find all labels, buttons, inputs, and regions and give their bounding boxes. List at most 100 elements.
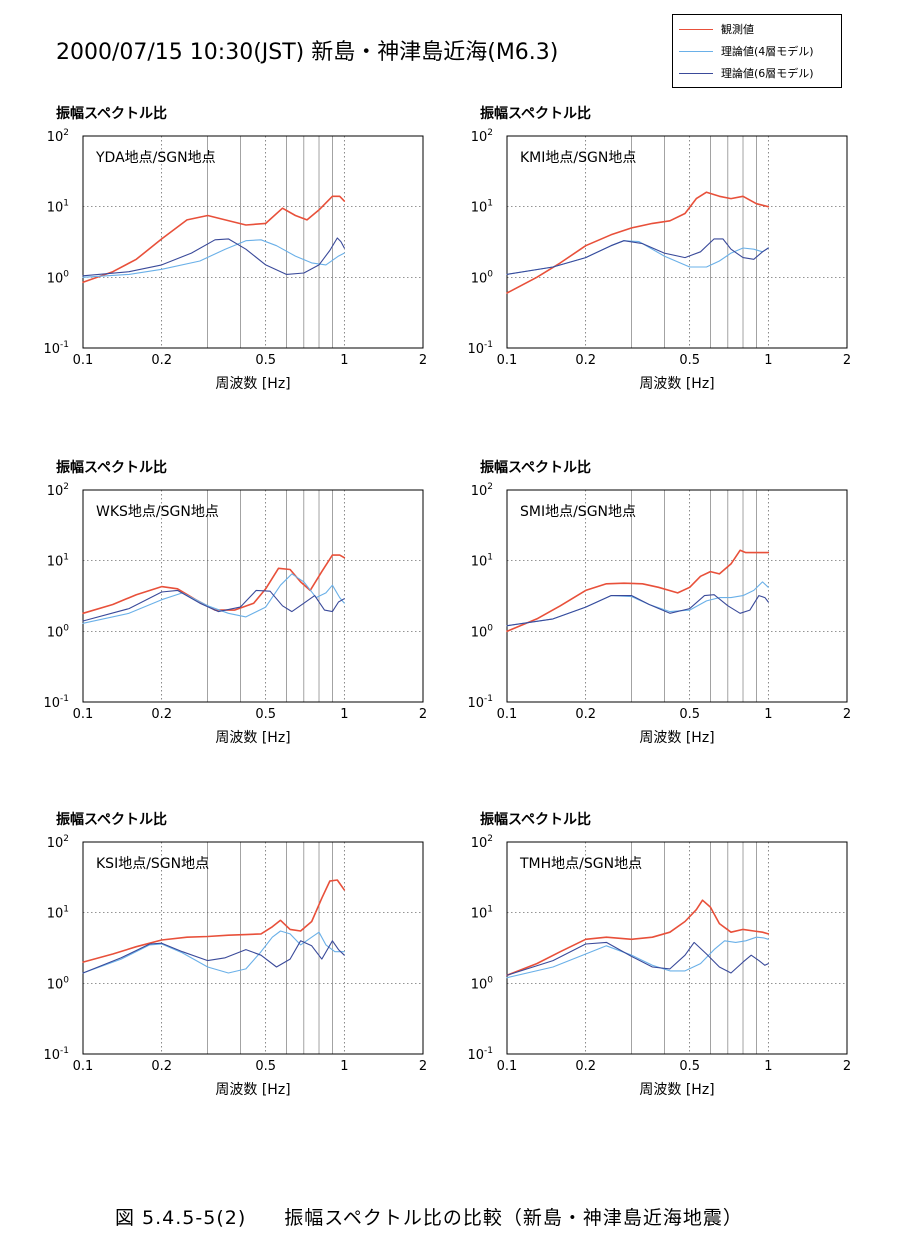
legend-swatch-theory-4layer	[679, 51, 713, 52]
y-tick-label: 10-1	[43, 694, 69, 711]
legend-label-theory-6layer: 理論値(6層モデル)	[721, 67, 814, 80]
figure-title: 2000/07/15 10:30(JST) 新島・神津島近海(M6.3)	[56, 40, 559, 65]
series-line-theory-6layer	[82, 237, 345, 277]
station-annotation: WKS地点/SGN地点	[96, 504, 219, 520]
y-tick-label: 10-1	[43, 340, 69, 357]
y-tick-label: 101	[47, 553, 69, 570]
legend-swatch-theory-6layer	[679, 73, 713, 74]
x-tick-label: 1	[340, 707, 348, 722]
x-axis-label: 周波数 [Hz]	[215, 1082, 290, 1098]
x-tick-label: 1	[764, 1059, 772, 1074]
series-line-observed	[82, 195, 346, 284]
x-tick-label: 0.5	[255, 353, 276, 368]
x-tick-label: 0.1	[73, 707, 94, 722]
station-annotation: SMI地点/SGN地点	[520, 504, 636, 520]
series-line-observed	[506, 549, 770, 633]
chart-panel-1: 振幅スペクトル比 0.1 0.2 0.5 1 2 10-1 100 101 102 周波数 [Hz]…	[43, 105, 427, 392]
station-annotation: YDA地点/SGN地点	[95, 150, 216, 166]
plot-frame	[82, 135, 424, 349]
x-tick-label: 1	[764, 707, 772, 722]
x-tick-label: 1	[340, 353, 348, 368]
x-tick-label: 0.2	[151, 707, 172, 722]
series-line-theory-6layer	[506, 941, 769, 976]
series-line-theory-6layer	[82, 589, 345, 622]
x-tick-label: 0.5	[255, 707, 276, 722]
chart-panel-5: 振幅スペクトル比 0.1 0.2 0.5 1 2 10-1 100 101 102 周波数 [Hz]…	[43, 811, 427, 1098]
chart-title: 振幅スペクトル比	[480, 105, 591, 122]
chart-title: 振幅スペクトル比	[56, 811, 167, 828]
x-tick-label: 1	[764, 353, 772, 368]
y-tick-label: 10-1	[43, 1046, 69, 1063]
x-axis-label: 周波数 [Hz]	[639, 730, 714, 746]
chart-panel-2: 振幅スペクトル比 0.1 0.2 0.5 1 2 10-1 100 101 102 周波数 [Hz]…	[467, 105, 851, 392]
chart-title: 振幅スペクトル比	[56, 105, 167, 122]
plot-frame	[506, 841, 848, 1055]
series-line-theory-4layer	[82, 930, 345, 974]
chart-title: 振幅スペクトル比	[56, 459, 167, 476]
x-tick-label: 0.2	[575, 1059, 596, 1074]
series-line-theory-4layer	[506, 581, 769, 627]
plot-frame	[82, 489, 424, 703]
x-tick-label: 2	[843, 707, 851, 722]
x-tick-label: 0.1	[497, 353, 518, 368]
x-tick-label: 0.5	[679, 1059, 700, 1074]
x-tick-label: 0.5	[679, 353, 700, 368]
x-tick-label: 0.2	[151, 1059, 172, 1074]
y-tick-label: 102	[471, 482, 493, 499]
series-line-observed	[82, 554, 346, 615]
x-tick-label: 0.2	[575, 353, 596, 368]
y-tick-label: 100	[471, 269, 494, 286]
series-line-theory-6layer	[82, 940, 345, 974]
y-tick-label: 100	[471, 975, 494, 992]
chart-title: 振幅スペクトル比	[480, 459, 591, 476]
x-tick-label: 2	[419, 1059, 427, 1074]
x-tick-label: 0.2	[575, 707, 596, 722]
legend-label-observed: 観測値	[721, 23, 754, 36]
x-tick-label: 0.5	[679, 707, 700, 722]
x-tick-label: 0.1	[497, 1059, 518, 1074]
x-axis-label: 周波数 [Hz]	[215, 376, 290, 392]
y-tick-label: 101	[471, 905, 493, 922]
legend-label-theory-4layer: 理論値(4層モデル)	[721, 45, 814, 58]
x-tick-label: 0.2	[151, 353, 172, 368]
y-tick-label: 100	[471, 623, 494, 640]
y-tick-label: 101	[47, 199, 69, 216]
y-tick-label: 10-1	[467, 1046, 493, 1063]
x-tick-label: 2	[419, 353, 427, 368]
series-line-theory-6layer	[506, 594, 769, 627]
chart-panel-3: 振幅スペクトル比 0.1 0.2 0.5 1 2 10-1 100 101 102 周波数 [Hz]…	[43, 459, 427, 746]
x-tick-label: 1	[340, 1059, 348, 1074]
y-tick-label: 100	[47, 623, 70, 640]
x-tick-label: 2	[419, 707, 427, 722]
plot-frame	[82, 841, 424, 1055]
y-tick-label: 101	[47, 905, 69, 922]
x-tick-label: 0.5	[255, 1059, 276, 1074]
series-line-observed	[506, 191, 770, 294]
x-tick-label: 2	[843, 1059, 851, 1074]
x-tick-label: 0.1	[73, 1059, 94, 1074]
y-tick-label: 10-1	[467, 694, 493, 711]
x-tick-label: 2	[843, 353, 851, 368]
y-tick-label: 102	[47, 834, 69, 851]
chart-panel-6: 振幅スペクトル比 0.1 0.2 0.5 1 2 10-1 100 101 102 周波数 [Hz]…	[467, 811, 851, 1098]
legend: 観測値 理論値(4層モデル) 理論値(6層モデル)	[672, 14, 842, 88]
figure-caption: 図 5.4.5-5(2) 振幅スペクトル比の比較（新島・神津島近海地震）	[115, 1203, 743, 1230]
plot-frame	[506, 489, 848, 703]
series-line-theory-4layer	[82, 239, 345, 278]
series-line-theory-6layer	[506, 238, 769, 275]
series-line-theory-4layer	[82, 573, 345, 624]
figure-caption-text: 振幅スペクトル比の比較（新島・神津島近海地震）	[284, 1207, 743, 1229]
y-tick-label: 101	[471, 199, 493, 216]
x-tick-label: 0.1	[497, 707, 518, 722]
y-tick-label: 101	[471, 553, 493, 570]
figure-number: 図 5.4.5-5(2)	[115, 1207, 247, 1229]
x-axis-label: 周波数 [Hz]	[215, 730, 290, 746]
chart-panel-4: 振幅スペクトル比 0.1 0.2 0.5 1 2 10-1 100 101 102 周波数 [Hz]…	[467, 459, 851, 746]
y-tick-label: 100	[47, 269, 70, 286]
y-tick-label: 10-1	[467, 340, 493, 357]
series-line-observed	[506, 899, 770, 977]
station-annotation: KSI地点/SGN地点	[96, 856, 209, 872]
x-axis-label: 周波数 [Hz]	[639, 376, 714, 392]
series-line-observed	[82, 879, 346, 963]
